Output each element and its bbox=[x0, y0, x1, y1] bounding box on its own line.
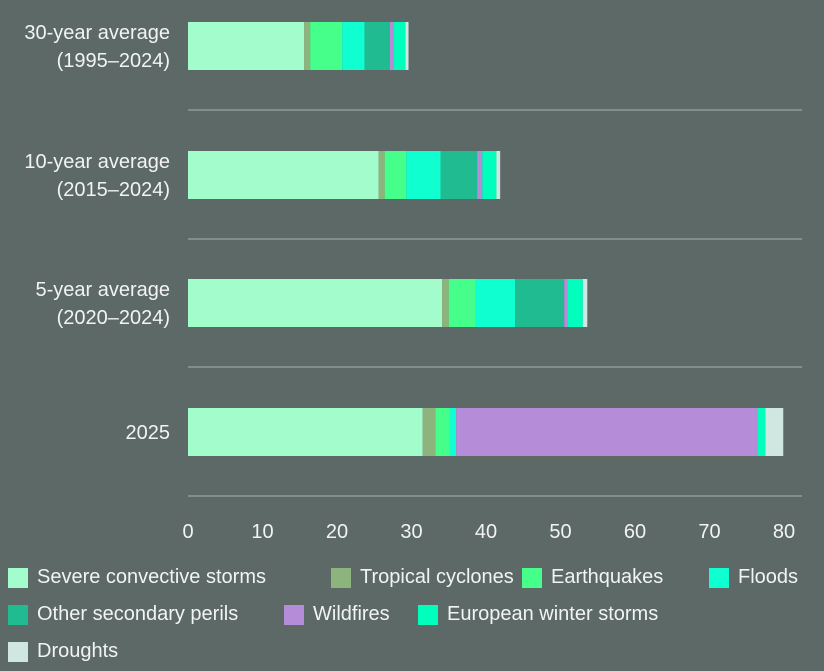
legend-label: Severe convective storms bbox=[37, 566, 266, 588]
bar-segment-european-winter-storms bbox=[567, 279, 583, 327]
bar-segment-droughts bbox=[496, 151, 501, 199]
bar-segment-european-winter-storms bbox=[482, 151, 497, 199]
bar-segment-tropical-cyclones bbox=[422, 408, 436, 456]
x-tick-label: 30 bbox=[400, 521, 422, 543]
bar-segment-severe-convective-storms bbox=[188, 22, 305, 70]
bar-segment-other-secondary-perils bbox=[515, 279, 565, 327]
legend-label: Floods bbox=[738, 566, 799, 588]
legend-swatch bbox=[8, 567, 28, 588]
legend-swatch bbox=[8, 604, 28, 625]
x-tick-label: 50 bbox=[549, 521, 571, 543]
bar-segment-earthquakes bbox=[384, 151, 407, 199]
legend-item: Droughts bbox=[8, 640, 118, 663]
legend-swatch bbox=[522, 567, 542, 588]
legend-label: Tropical cyclones bbox=[360, 566, 514, 588]
bar-segment-earthquakes bbox=[448, 279, 476, 327]
x-tick-label: 80 bbox=[773, 521, 795, 543]
category-label: 30-year average bbox=[24, 22, 170, 44]
bar-segment-other-secondary-perils bbox=[364, 22, 390, 70]
bar-segment-wildfires bbox=[456, 408, 758, 456]
legend-swatch bbox=[331, 567, 351, 588]
bar-segment-tropical-cyclones bbox=[442, 279, 449, 327]
bar-segment-droughts bbox=[405, 22, 409, 70]
category-label: (2015–2024) bbox=[57, 179, 170, 201]
bar-segment-droughts bbox=[765, 408, 784, 456]
x-tick-label: 0 bbox=[182, 521, 193, 543]
legend-item: Wildfires bbox=[284, 603, 390, 626]
x-tick-label: 20 bbox=[326, 521, 348, 543]
legend-swatch bbox=[8, 641, 28, 662]
bar-segment-wildfires bbox=[389, 22, 394, 70]
bar-segment-severe-convective-storms bbox=[188, 151, 379, 199]
category-label: (1995–2024) bbox=[57, 50, 170, 72]
bar-segment-floods bbox=[342, 22, 365, 70]
legend-item: European winter storms bbox=[418, 603, 658, 626]
bar-segment-floods bbox=[449, 408, 457, 456]
legend-swatch bbox=[709, 567, 729, 588]
bar-segment-european-winter-storms bbox=[757, 408, 766, 456]
bar-segment-floods bbox=[475, 279, 516, 327]
legend-label: Wildfires bbox=[313, 603, 390, 625]
legend-item: Earthquakes bbox=[522, 566, 663, 589]
category-label: (2020–2024) bbox=[57, 307, 170, 329]
bar-segment-severe-convective-storms bbox=[188, 408, 423, 456]
bar-segment-droughts bbox=[582, 279, 588, 327]
legend-label: European winter storms bbox=[447, 603, 659, 625]
legend-label: Other secondary perils bbox=[37, 603, 239, 625]
x-tick-label: 70 bbox=[698, 521, 720, 543]
bar-segment-earthquakes bbox=[435, 408, 450, 456]
bar-segment-tropical-cyclones bbox=[304, 22, 311, 70]
legend-label: Droughts bbox=[37, 640, 119, 662]
bar-segment-wildfires bbox=[477, 151, 483, 199]
category-label: 5-year average bbox=[35, 279, 170, 301]
x-tick-label: 60 bbox=[624, 521, 646, 543]
x-tick-label: 40 bbox=[475, 521, 497, 543]
legend-swatch bbox=[418, 604, 438, 625]
bar-segment-severe-convective-storms bbox=[188, 279, 443, 327]
bar-segment-tropical-cyclones bbox=[378, 151, 385, 199]
legend-item: Other secondary perils bbox=[8, 603, 238, 626]
x-tick-label: 10 bbox=[251, 521, 273, 543]
legend-item: Floods bbox=[709, 566, 798, 589]
category-label: 10-year average bbox=[24, 151, 170, 173]
legend-item: Severe convective storms bbox=[8, 566, 266, 589]
legend-label: Earthquakes bbox=[551, 566, 664, 588]
bar-segment-other-secondary-perils bbox=[440, 151, 478, 199]
bar-segment-wildfires bbox=[564, 279, 568, 327]
category-label: 2025 bbox=[126, 422, 171, 444]
legend-item: Tropical cyclones bbox=[331, 566, 514, 589]
bar-segment-floods bbox=[406, 151, 441, 199]
bar-segment-european-winter-storms bbox=[393, 22, 406, 70]
bar-segment-earthquakes bbox=[310, 22, 343, 70]
legend-swatch bbox=[284, 604, 304, 625]
stacked-bar-chart: 30-year average (1995–2024) 10-year averag… bbox=[24, 22, 802, 543]
